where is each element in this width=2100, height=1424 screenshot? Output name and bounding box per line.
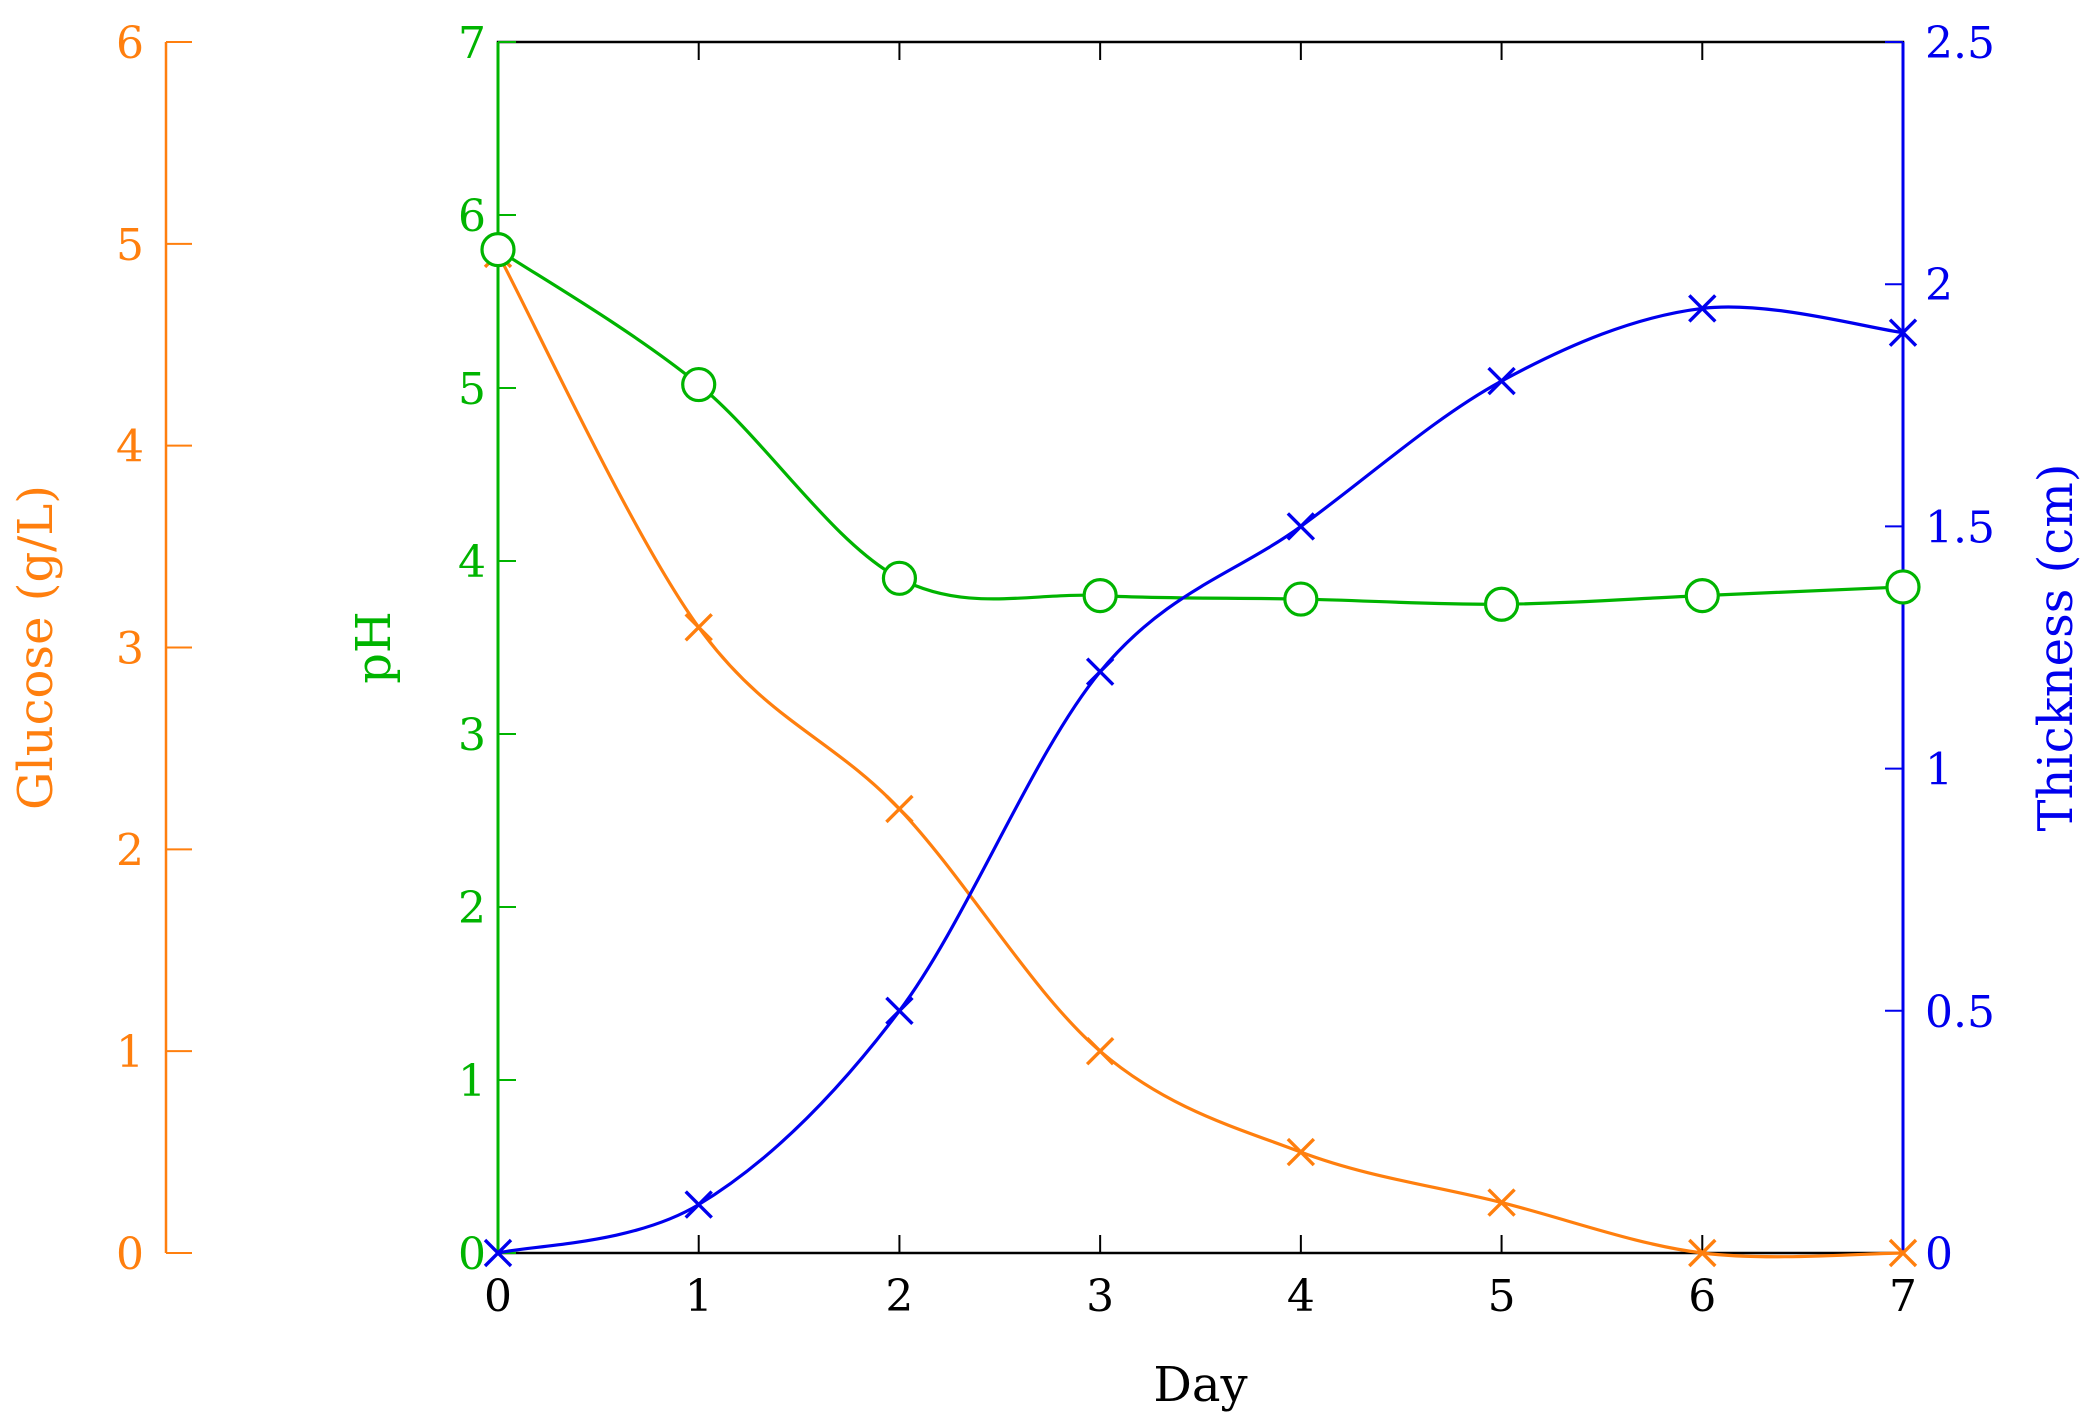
ph-tick-label: 6 xyxy=(458,191,486,242)
thickness-tick-label: 0.5 xyxy=(1925,987,1995,1038)
x-tick-label: 5 xyxy=(1488,1271,1516,1322)
thickness-point xyxy=(1688,294,1717,323)
thickness-tick-label: 0 xyxy=(1925,1229,1953,1280)
thickness-point xyxy=(1085,657,1115,686)
thickness-tick-label: 2 xyxy=(1925,260,1953,311)
glucose-point xyxy=(1085,1036,1115,1066)
thickness-tick-label: 1.5 xyxy=(1925,502,1995,553)
ph-line xyxy=(497,248,1904,606)
ph-tick-label: 0 xyxy=(458,1229,486,1280)
x-tick-label: 3 xyxy=(1086,1271,1114,1322)
glucose-tick-label: 6 xyxy=(116,18,144,69)
thickness-axis-label: Thickness (cm) xyxy=(2028,464,2084,832)
x-axis-label: Day xyxy=(1153,1357,1247,1413)
glucose-tick-label: 3 xyxy=(116,624,144,675)
thickness-point xyxy=(1487,366,1516,396)
ph-point xyxy=(1885,569,1921,605)
glucose-point xyxy=(885,794,914,824)
glucose-tick-label: 0 xyxy=(116,1229,144,1280)
x-tick-label: 6 xyxy=(1688,1271,1716,1322)
glucose-point xyxy=(684,613,713,642)
glucose-tick-label: 4 xyxy=(116,422,144,473)
thickness-line xyxy=(497,305,1904,1255)
ph-tick-label: 1 xyxy=(458,1056,486,1107)
thickness-point xyxy=(483,1238,513,1268)
ph-point xyxy=(681,366,717,403)
ph-tick-label: 3 xyxy=(458,710,486,761)
ph-tick-label: 7 xyxy=(458,18,486,69)
thickness-point xyxy=(885,996,914,1026)
thickness-tick-label: 1 xyxy=(1925,745,1953,796)
ph-point xyxy=(480,232,516,268)
labels-layer: 0 1 2 3 4 5 6 7 Day 0 1 2 3 4 5 6 7 pH 0 0.5 1 1.5 2 2.5 Thickne… xyxy=(8,18,2084,1413)
glucose-axis-label: Glucose (g/L) xyxy=(8,485,64,810)
thickness-tick-label: 2.5 xyxy=(1925,18,1995,69)
thickness-point xyxy=(1286,512,1316,541)
glucose-tick-label: 2 xyxy=(116,825,144,876)
ph-axis-label: pH xyxy=(346,611,402,684)
glucose-tick-label: 1 xyxy=(116,1027,144,1078)
thickness-point xyxy=(1888,318,1918,347)
x-tick-label: 7 xyxy=(1889,1271,1917,1322)
glucose-tick-label: 5 xyxy=(116,220,144,271)
thickness-point xyxy=(684,1190,713,1219)
ph-tick-label: 5 xyxy=(458,364,486,415)
ph-point xyxy=(1684,577,1720,614)
x-tick-label: 0 xyxy=(484,1271,512,1322)
glucose-point xyxy=(1487,1188,1516,1217)
plot-frame xyxy=(496,40,1905,1255)
axes-layer xyxy=(164,40,1905,1255)
ph-tick-label: 4 xyxy=(458,537,486,588)
ph-point xyxy=(1082,577,1118,614)
ph-point xyxy=(881,560,918,596)
glucose-point xyxy=(1286,1137,1316,1167)
glucose-point xyxy=(1888,1238,1918,1268)
glucose-line xyxy=(496,253,1904,1259)
ph-tick-label: 2 xyxy=(458,883,486,934)
ph-point xyxy=(1283,581,1319,617)
series-layer xyxy=(480,232,1921,1268)
ph-point xyxy=(1483,586,1520,622)
x-tick-label: 4 xyxy=(1287,1271,1315,1322)
x-tick-label: 1 xyxy=(685,1271,713,1322)
x-tick-label: 2 xyxy=(885,1271,913,1322)
glucose-point xyxy=(1688,1238,1717,1268)
